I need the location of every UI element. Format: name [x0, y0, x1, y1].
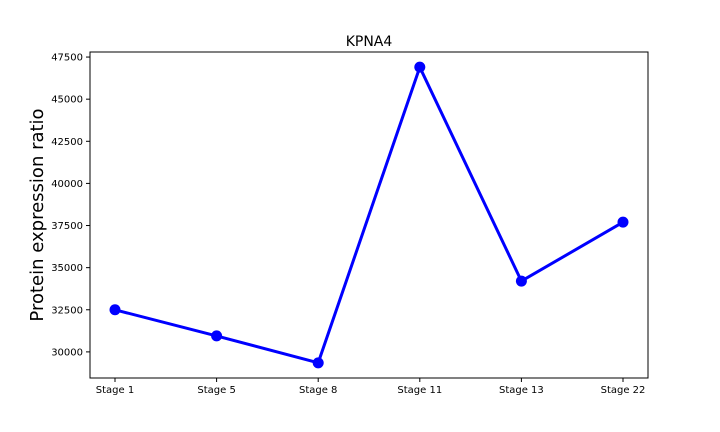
- data-point: [211, 330, 223, 342]
- plot-area-frame: [89, 51, 649, 379]
- x-tick-label: Stage 11: [397, 385, 442, 396]
- y-tick-label: 47500: [51, 53, 83, 64]
- data-point: [312, 357, 324, 369]
- series-line: [113, 65, 625, 365]
- x-tick-label: Stage 8: [299, 385, 337, 396]
- data-point: [617, 216, 629, 228]
- x-tick-label: Stage 5: [197, 385, 235, 396]
- x-tick-label: Stage 22: [601, 385, 646, 396]
- y-tick-label: 40000: [51, 179, 83, 190]
- x-axis: Stage 1 Stage 5 Stage 8 Stage 11 Stage 13 Sta…: [96, 378, 646, 396]
- data-point: [515, 275, 527, 287]
- y-tick-label: 42500: [51, 137, 83, 148]
- y-axis: 30000 32500 35000 37500 40000 42500 45000 47500: [51, 53, 90, 358]
- y-tick-label: 30000: [51, 347, 83, 358]
- y-axis-label: Protein expression ratio: [27, 108, 48, 321]
- x-tick-label: Stage 13: [499, 385, 544, 396]
- y-tick-label: 37500: [51, 221, 83, 232]
- y-tick-label: 45000: [51, 95, 83, 106]
- series-layer: [109, 61, 629, 369]
- data-point: [414, 61, 426, 73]
- data-point: [109, 304, 121, 316]
- chart-title: KPNA4: [346, 34, 393, 50]
- x-tick-label: Stage 1: [96, 385, 134, 396]
- y-tick-label: 32500: [51, 305, 83, 316]
- y-tick-label: 35000: [51, 263, 83, 274]
